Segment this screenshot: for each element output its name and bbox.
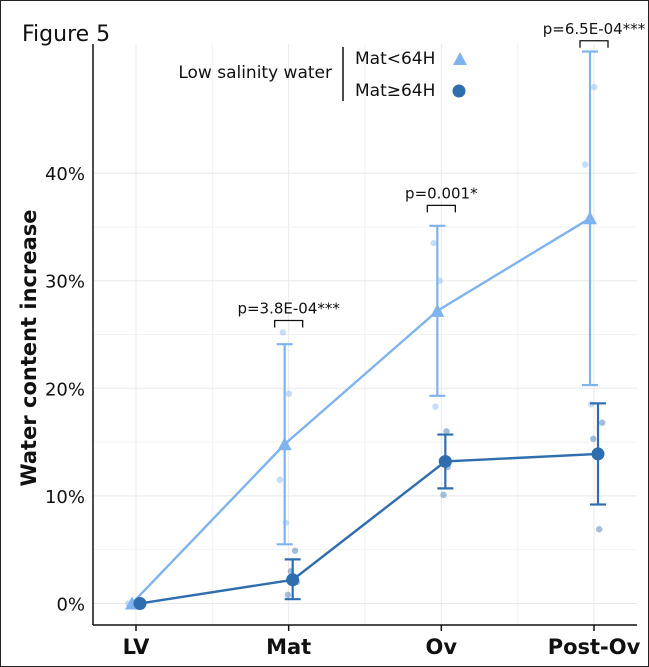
legend-entry-mat-ge-64h: Mat≥64H [355,81,435,101]
mean-circle-marker [286,573,300,587]
grid-layer [93,44,637,625]
y-tick-label: 0% [56,594,85,615]
mean-triangle-marker [430,303,445,317]
y-tick-label: 30% [45,272,85,293]
p-value-label: p=0.001* [405,184,478,202]
significance-bracket [579,40,609,48]
x-tick-label: Mat [266,635,311,659]
mean-circle-marker [438,454,452,468]
p-value-label: p=6.5E-04*** [543,20,646,38]
x-tick-label: Ov [426,635,458,659]
data-point [432,403,439,410]
mean-circle-marker [133,596,147,610]
data-point [276,476,284,483]
y-tick-label: 40% [45,164,85,185]
data-point [430,239,437,247]
significance-bracket [274,319,304,328]
y-tick-label: 20% [45,379,85,400]
mean-circle-marker [591,447,605,461]
data-point [599,419,606,426]
annotation-layer: p=3.8E-04*** p=0.001* p=6.5E-04*** [237,20,646,328]
legend-entry-mat-lt-64h: Mat<64H [355,49,435,69]
series-line [131,217,591,605]
data-point [285,390,293,397]
legend-triangle-marker [453,52,467,65]
series-layer [125,50,606,610]
data-point [440,491,447,499]
y-axis-label: Water content increase [17,209,41,486]
x-tick-label: Post-Ov [548,635,641,659]
legend: Low salinity water Mat<64H Mat≥64H [178,47,467,101]
y-tick-label: 10% [45,487,85,508]
figure-label: Figure 5 [22,22,110,47]
p-value-label: p=3.8E-04*** [237,300,340,318]
data-point [596,526,603,533]
significance-bracket [426,204,456,213]
legend-circle-marker [452,84,466,98]
mean-triangle-marker [583,211,597,225]
data-point [284,591,292,599]
data-point [590,435,597,443]
axis-layer: 0% 10% 20% 30% 40% LV Mat Ov Post-Ov [45,44,641,659]
data-point [591,83,598,91]
data-point [279,329,287,336]
mean-triangle-marker [277,437,292,451]
data-point [582,161,589,168]
data-point [291,547,299,554]
legend-title: Low salinity water [178,63,332,83]
data-point [443,428,450,435]
series-line [139,452,599,605]
x-tick-label: LV [123,635,150,659]
